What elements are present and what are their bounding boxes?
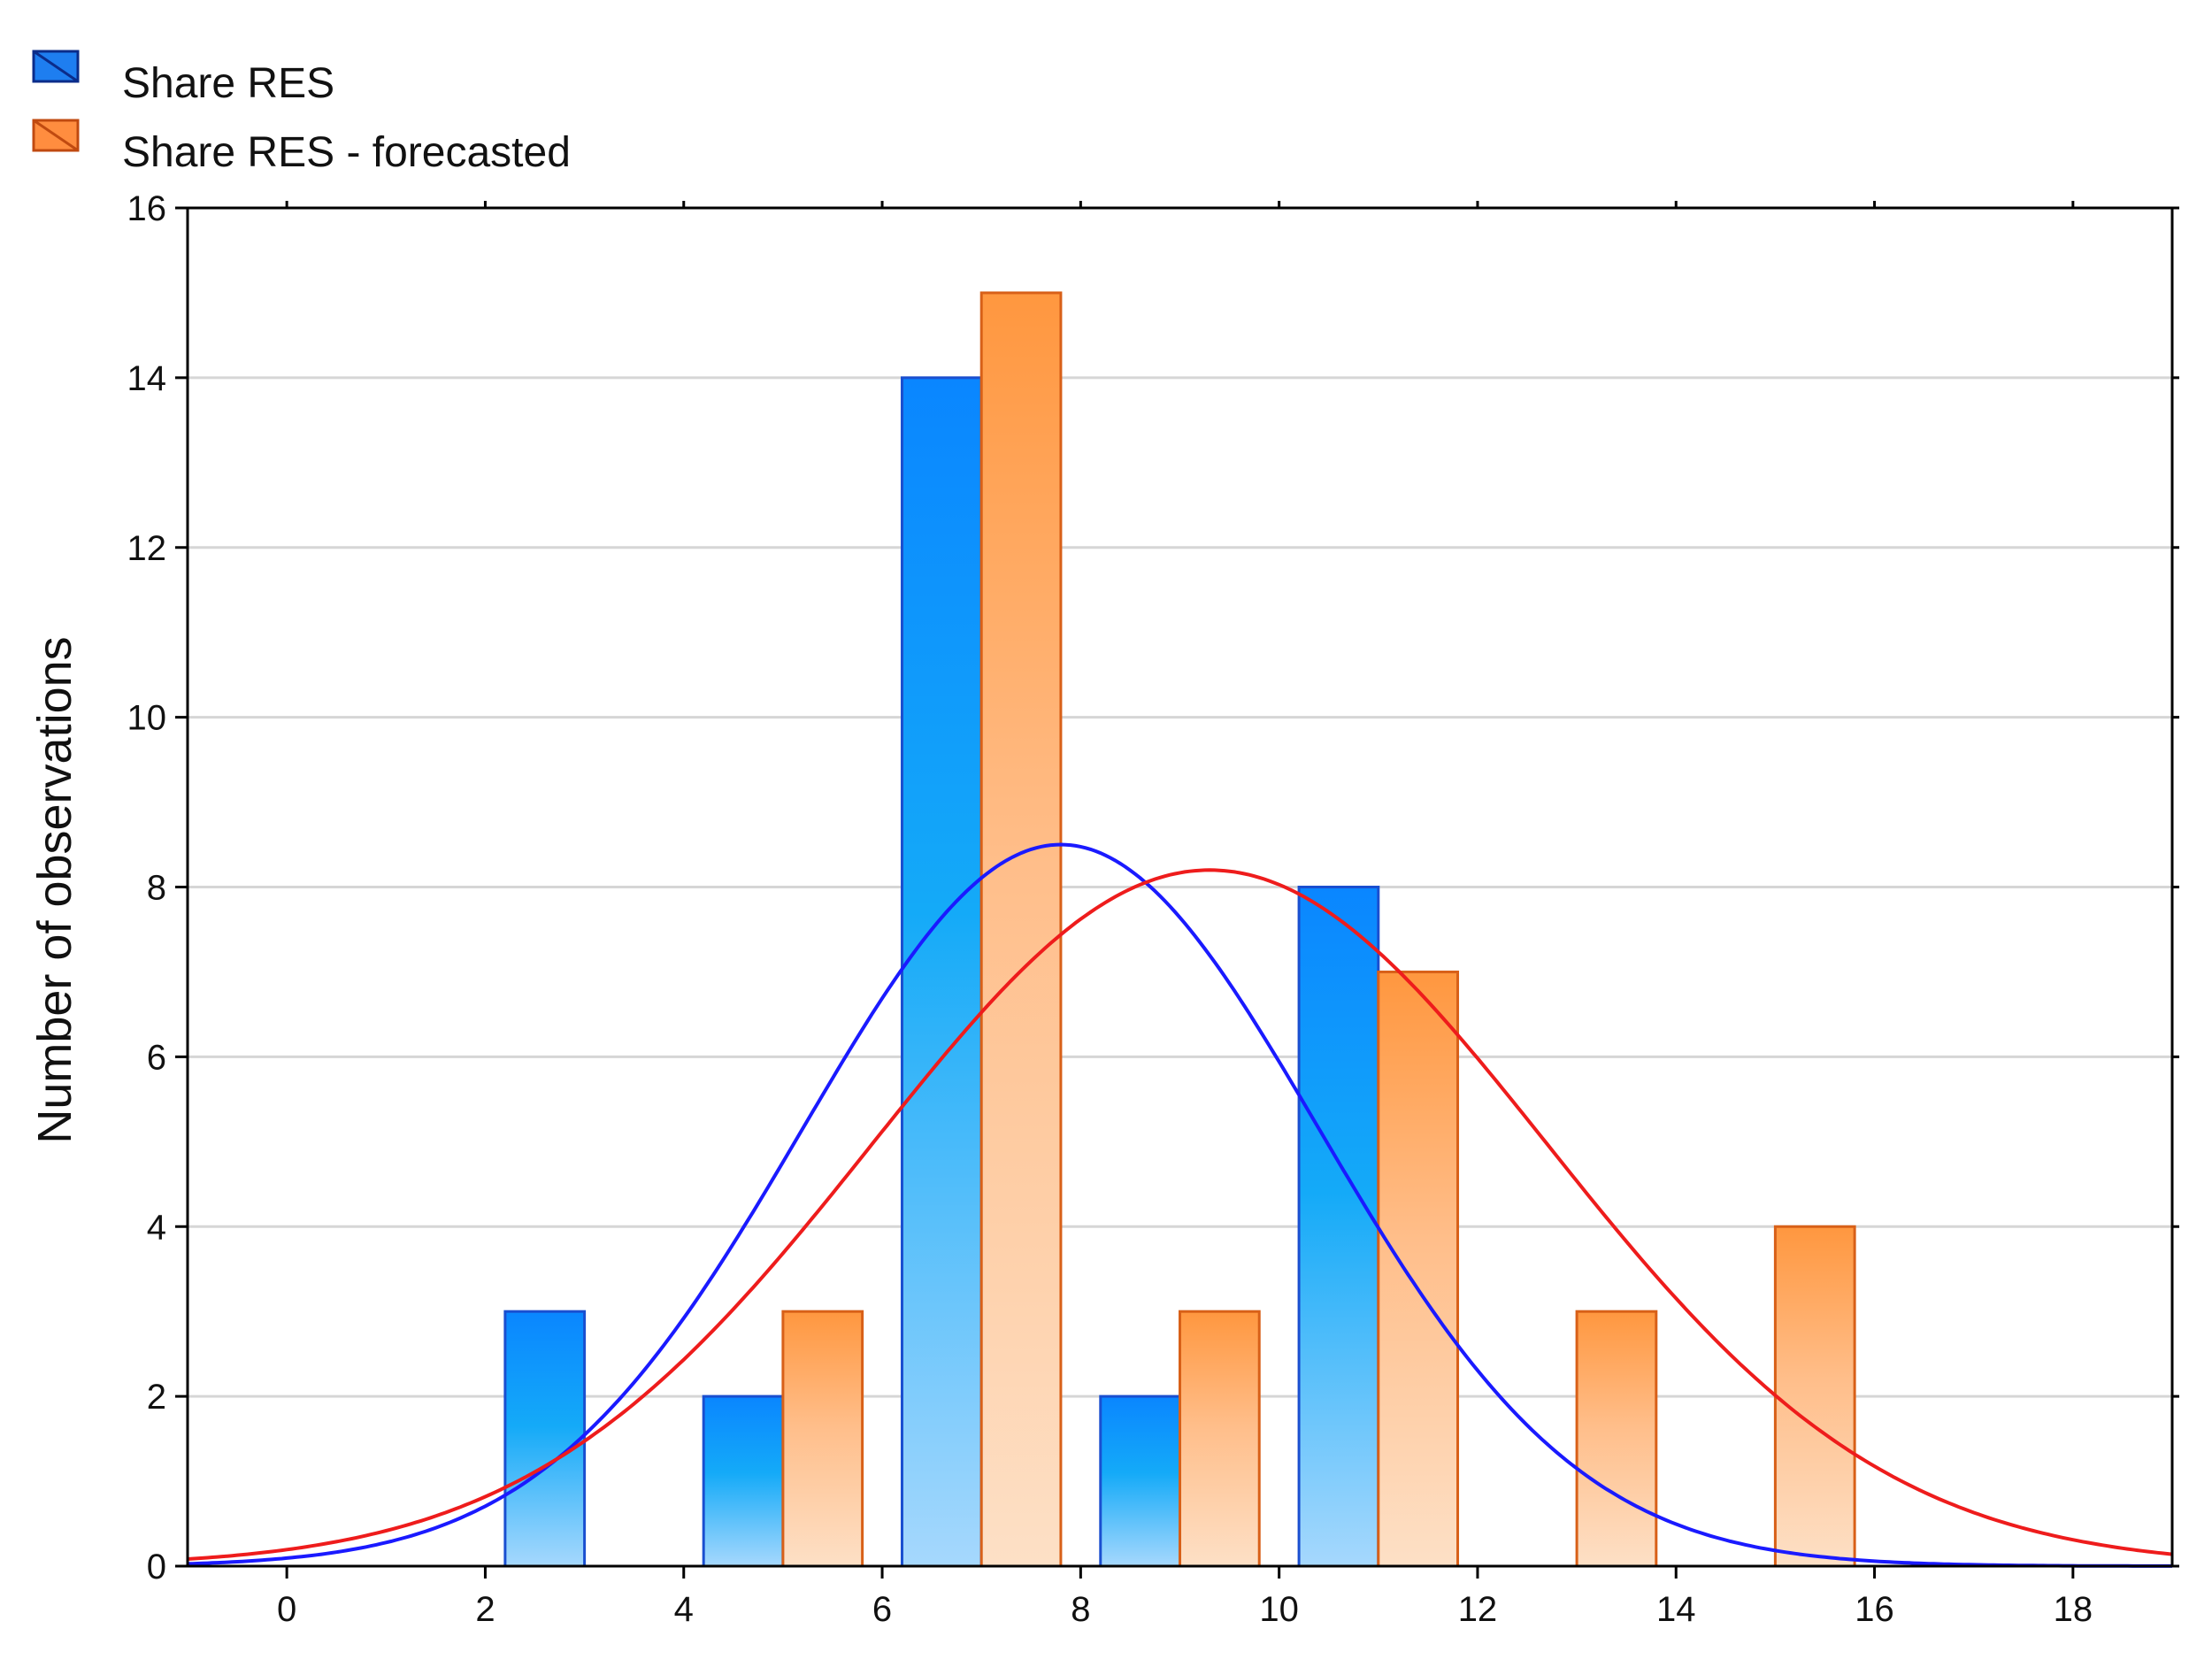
bar-share-res-3 bbox=[1099, 1394, 1182, 1568]
legend-label-share-res-forecasted: Share RES - forecasted bbox=[122, 129, 571, 176]
bar-share-res-forecasted-0 bbox=[781, 1310, 864, 1568]
legend-item-share-res: Share RES bbox=[32, 50, 334, 107]
y-tick-label-16: 16 bbox=[127, 189, 167, 228]
fit-curve-share-res bbox=[187, 842, 2172, 1568]
x-tick-label-6: 6 bbox=[872, 1590, 892, 1629]
bar-share-res-forecasted-2 bbox=[1179, 1310, 1261, 1568]
x-tick-label-10: 10 bbox=[1259, 1590, 1299, 1629]
bars bbox=[503, 291, 1856, 1568]
bar-share-res-0 bbox=[503, 1310, 587, 1568]
y-tick-label-8: 8 bbox=[147, 869, 166, 908]
x-tick-label-14: 14 bbox=[1656, 1590, 1696, 1629]
bar-share-res-forecasted-1 bbox=[979, 291, 1063, 1568]
y-tick-labels: 0 2 4 6 8 10 12 14 16 bbox=[127, 189, 167, 1586]
x-tick-label-0: 0 bbox=[277, 1590, 296, 1629]
y-axis-title: Number of observations bbox=[28, 636, 81, 1143]
x-tick-label-4: 4 bbox=[674, 1590, 694, 1629]
legend-label-share-res: Share RES bbox=[122, 60, 334, 107]
legend-item-share-res-forecasted: Share RES - forecasted bbox=[32, 119, 571, 176]
bar-share-res-1 bbox=[702, 1394, 785, 1568]
y-tick-label-12: 12 bbox=[127, 529, 167, 568]
bar-share-res-2 bbox=[900, 376, 983, 1568]
x-tick-labels: 0 2 4 6 8 10 12 14 16 18 bbox=[277, 1590, 2093, 1629]
legend-swatch-share-res-hatch bbox=[33, 50, 79, 83]
fit-curves bbox=[187, 842, 2173, 1568]
x-tick-label-8: 8 bbox=[1071, 1590, 1090, 1629]
y-tick-label-4: 4 bbox=[147, 1208, 166, 1247]
y-tick-label-2: 2 bbox=[147, 1378, 166, 1417]
y-tick-label-0: 0 bbox=[147, 1548, 166, 1586]
fit-curve-share-res-forecasted bbox=[187, 868, 2173, 1561]
y-tick-label-6: 6 bbox=[147, 1038, 166, 1077]
legend-swatch-share-res-forecasted-hatch bbox=[33, 119, 79, 152]
bar-share-res-forecasted-3 bbox=[1377, 970, 1460, 1568]
y-tick-label-14: 14 bbox=[127, 359, 167, 398]
x-tick-label-2: 2 bbox=[475, 1590, 495, 1629]
bar-share-res-forecasted-5 bbox=[1773, 1225, 1856, 1568]
tick-marks bbox=[175, 201, 2179, 1579]
legend: Share RES Share RES - forecasted bbox=[32, 50, 571, 176]
gridlines bbox=[188, 376, 2172, 1398]
bar-share-res-4 bbox=[1297, 886, 1380, 1568]
x-tick-label-18: 18 bbox=[2054, 1590, 2093, 1629]
plot-frame bbox=[186, 206, 2174, 1568]
x-tick-label-12: 12 bbox=[1458, 1590, 1498, 1629]
x-tick-label-16: 16 bbox=[1855, 1590, 1894, 1629]
y-tick-label-10: 10 bbox=[127, 699, 167, 738]
bar-share-res-forecasted-4 bbox=[1575, 1310, 1658, 1568]
